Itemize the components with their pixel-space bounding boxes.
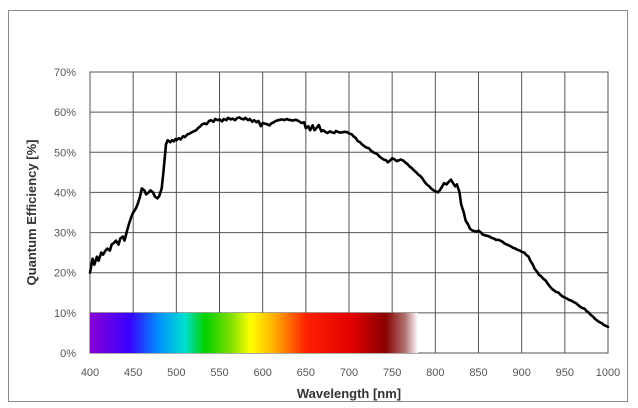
x-tick-label: 650: [297, 367, 315, 379]
y-tick-label: 70%: [54, 67, 76, 79]
y-tick-label: 60%: [54, 107, 76, 119]
y-tick-label: 40%: [54, 187, 76, 199]
y-axis-title: Quantum Efficiency [%]: [24, 140, 39, 286]
visible-spectrum-band: [90, 312, 419, 353]
x-tick-label: 450: [124, 367, 142, 379]
x-tick-label: 700: [340, 367, 358, 379]
x-tick-label: 500: [167, 367, 185, 379]
x-tick-label: 1000: [596, 367, 620, 379]
y-tick-label: 50%: [54, 147, 76, 159]
x-tick-label: 850: [469, 367, 487, 379]
x-axis-title: Wavelength [nm]: [297, 386, 401, 401]
x-tick-label: 950: [556, 367, 574, 379]
y-tick-label: 20%: [54, 268, 76, 280]
x-tick-label: 400: [81, 367, 99, 379]
y-tick-label: 10%: [54, 308, 76, 320]
x-tick-label: 750: [383, 367, 401, 379]
y-tick-labels: 0% 10% 20% 30% 40% 50% 60% 70%: [54, 67, 76, 360]
x-tick-label: 600: [253, 367, 271, 379]
qe-curve: [88, 116, 610, 329]
y-tick-label: 30%: [54, 228, 76, 240]
x-tick-labels: 400 450 500 550 600 650 700 750 800 850 900 950 1000: [81, 367, 620, 379]
x-tick-label: 550: [210, 367, 228, 379]
y-tick-label: 0%: [60, 348, 76, 360]
x-tick-label: 900: [512, 367, 530, 379]
x-tick-label: 800: [426, 367, 444, 379]
